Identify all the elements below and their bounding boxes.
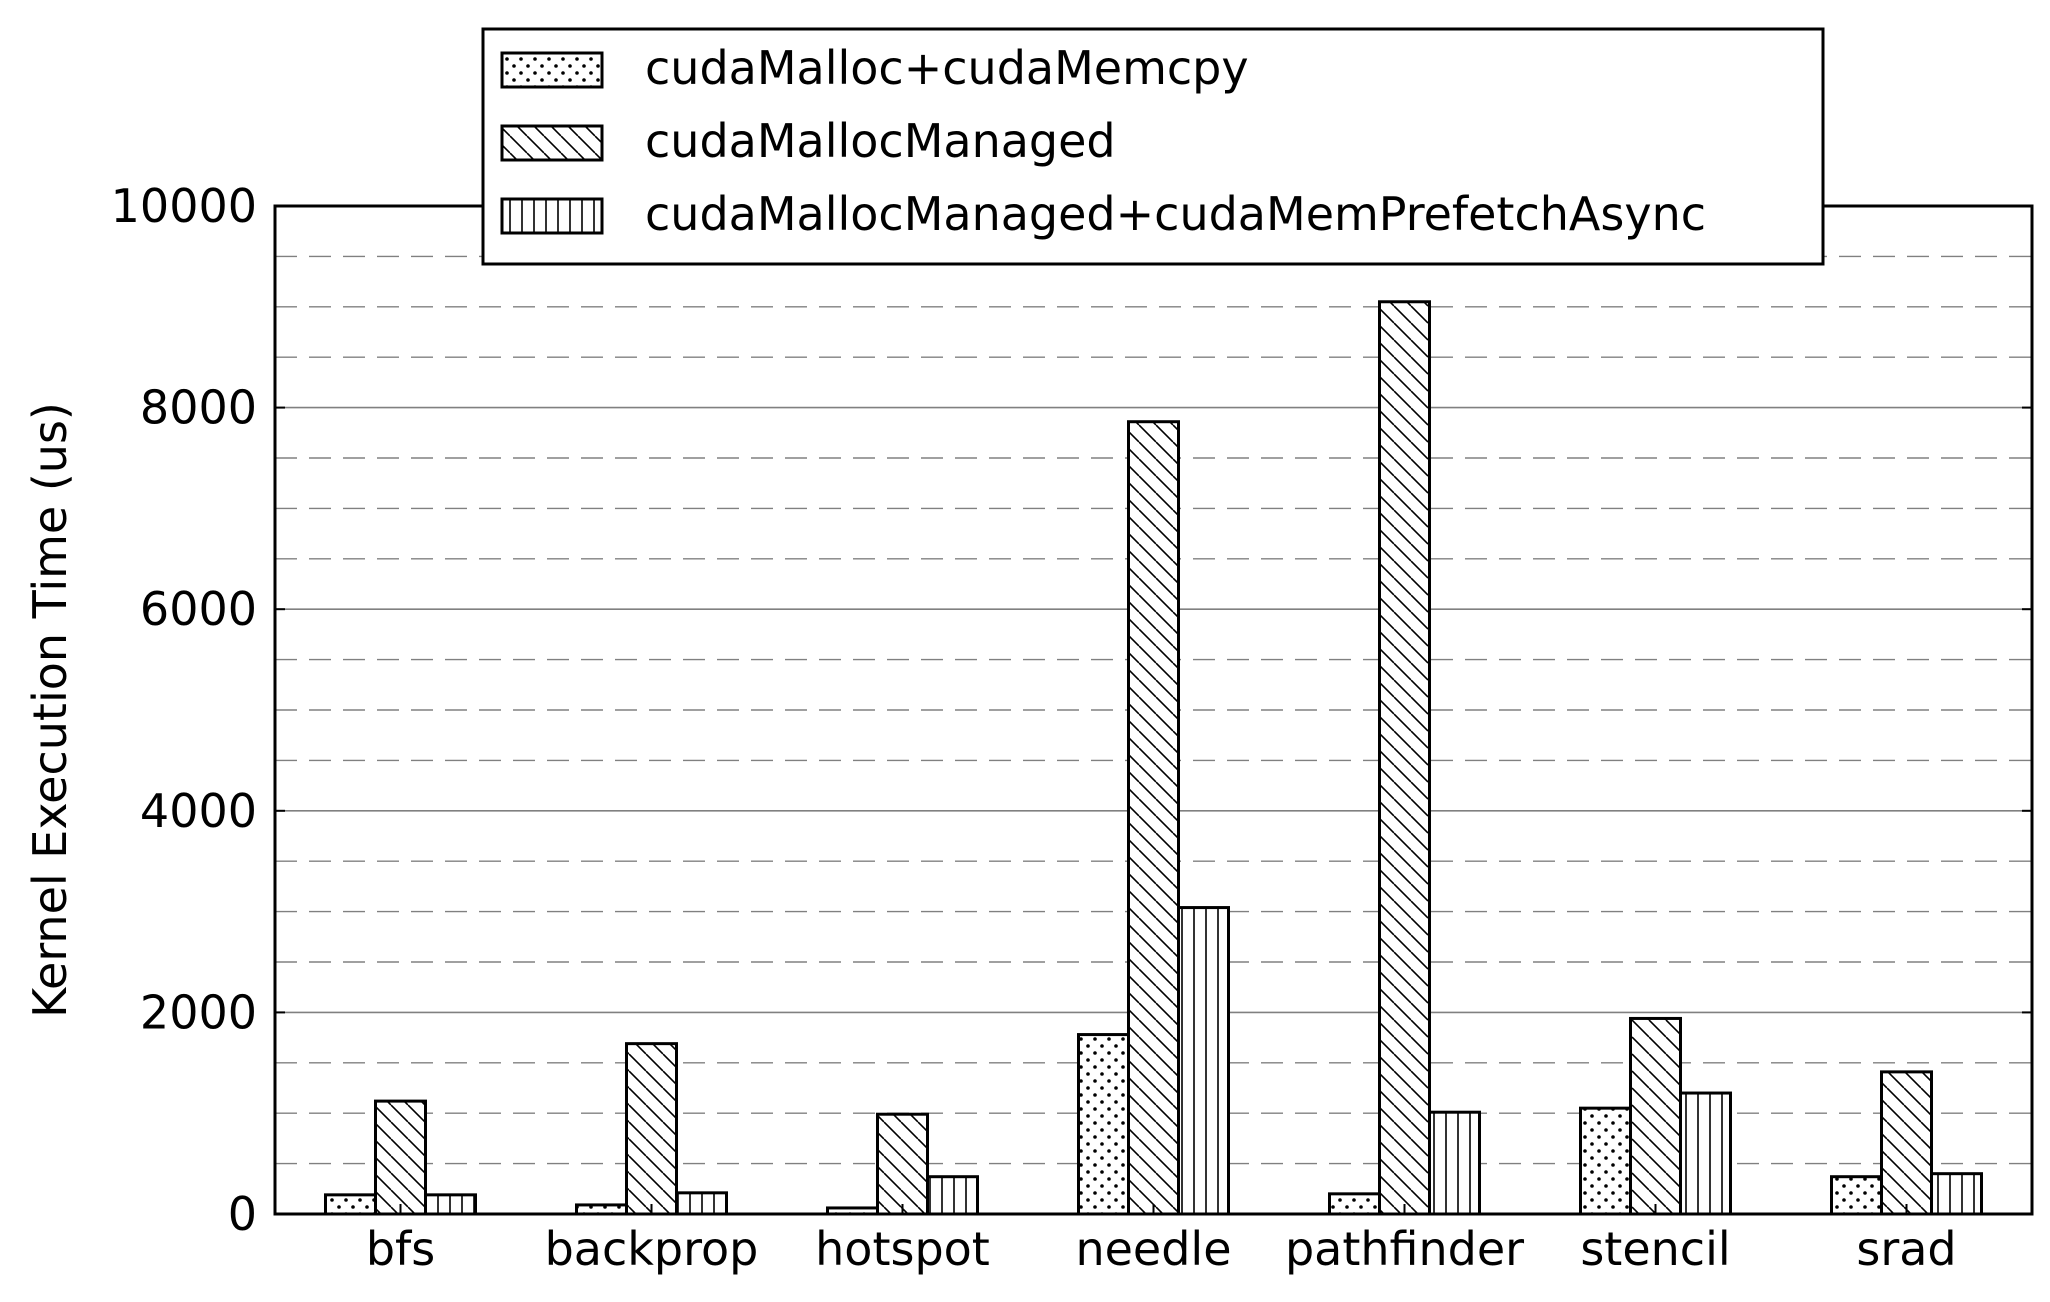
y-axis-label: Kernel Execution Time (us) xyxy=(23,402,77,1018)
legend-swatch-3 xyxy=(500,197,604,235)
bar-pathfinder-2 xyxy=(1378,300,1431,1216)
bar-srad-3 xyxy=(1930,1172,1983,1216)
x-tick-label: pathfinder xyxy=(1285,1222,1524,1276)
x-tick-label: bfs xyxy=(366,1222,435,1276)
y-tick-label: 10000 xyxy=(111,179,257,233)
x-axis: bfs backprop hotspot needle pathfinder stenci… xyxy=(366,1204,1957,1276)
legend-label-1: cudaMalloc+cudaMemcpy xyxy=(645,41,1249,95)
bar-pathfinder-1 xyxy=(1328,1192,1381,1216)
bar-stencil-1 xyxy=(1579,1106,1632,1216)
bar-hotspot-3 xyxy=(926,1175,979,1216)
legend-swatch-2 xyxy=(500,124,604,162)
bar-needle-1 xyxy=(1077,1033,1130,1216)
y-tick-label: 4000 xyxy=(140,784,257,838)
bar-srad-2 xyxy=(1880,1070,1933,1216)
y-tick-label: 0 xyxy=(228,1187,257,1241)
bar-pathfinder-3 xyxy=(1428,1110,1481,1216)
y-tick-label: 8000 xyxy=(140,381,257,435)
x-tick-label: stencil xyxy=(1580,1222,1730,1276)
bar-srad-1 xyxy=(1830,1175,1883,1216)
bar-backprop-3 xyxy=(675,1191,728,1216)
bar-needle-2 xyxy=(1127,420,1180,1216)
legend: cudaMalloc+cudaMemcpy cudaMallocManaged cu… xyxy=(481,27,1825,266)
legend-label-2: cudaMallocManaged xyxy=(645,114,1116,168)
bar-backprop-2 xyxy=(625,1042,678,1216)
x-tick-label: needle xyxy=(1075,1222,1231,1276)
bar-stencil-3 xyxy=(1679,1091,1732,1216)
legend-label-3: cudaMallocManaged+cudaMemPrefetchAsync xyxy=(645,187,1706,241)
bar-bfs-2 xyxy=(374,1099,427,1216)
legend-box xyxy=(481,27,1825,266)
bars xyxy=(324,300,1983,1216)
bar-bfs-1 xyxy=(324,1193,377,1216)
bar-stencil-2 xyxy=(1629,1016,1682,1216)
bar-needle-3 xyxy=(1177,906,1230,1216)
x-tick-label: srad xyxy=(1856,1222,1956,1276)
bar-bfs-3 xyxy=(424,1193,477,1216)
y-tick-label: 6000 xyxy=(140,582,257,636)
x-tick-label: backprop xyxy=(545,1222,759,1276)
y-tick-label: 2000 xyxy=(140,985,257,1039)
legend-swatch-1 xyxy=(500,51,604,89)
bar-hotspot-2 xyxy=(876,1112,929,1216)
y-axis: 0 2000 4000 6000 8000 10000 xyxy=(111,179,2032,1241)
x-tick-label: hotspot xyxy=(815,1222,990,1276)
